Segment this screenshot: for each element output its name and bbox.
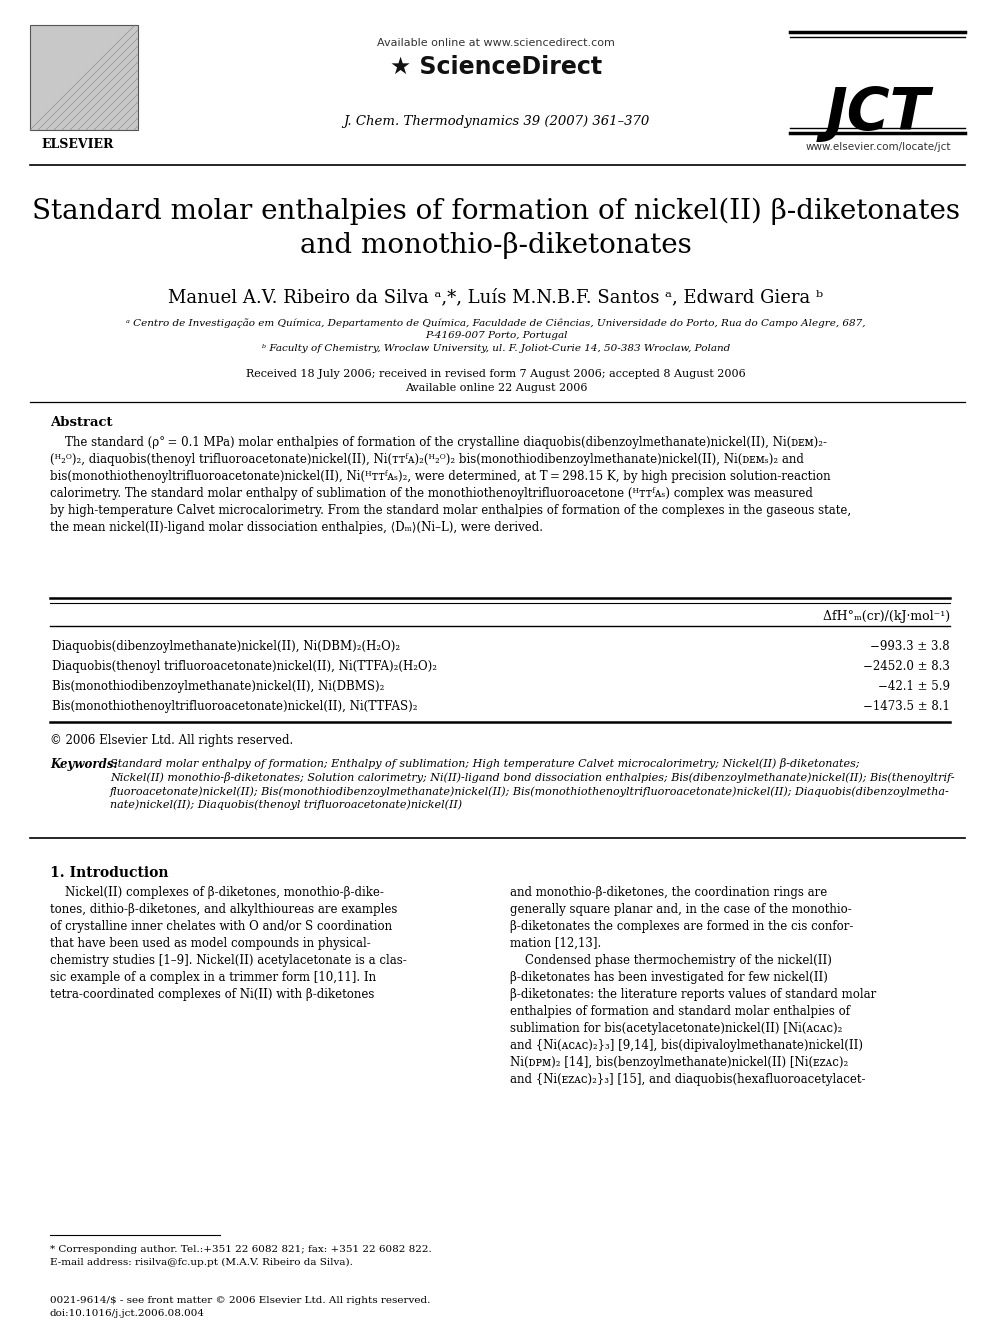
Text: Available online at www.sciencedirect.com: Available online at www.sciencedirect.co… xyxy=(377,38,615,48)
Text: and monothio-β-diketonates: and monothio-β-diketonates xyxy=(301,232,691,259)
Text: The standard (ρ° = 0.1 MPa) molar enthalpies of formation of the crystalline dia: The standard (ρ° = 0.1 MPa) molar enthal… xyxy=(50,437,851,534)
Text: Δ⁣fH°ₘ(cr)/(kJ·mol⁻¹): Δ⁣fH°ₘ(cr)/(kJ·mol⁻¹) xyxy=(823,610,950,623)
Text: Available online 22 August 2006: Available online 22 August 2006 xyxy=(405,382,587,393)
Text: ᵃ Centro de Investigação em Química, Departamento de Química, Faculdade de Ciênc: ᵃ Centro de Investigação em Química, Dep… xyxy=(126,318,866,328)
Text: 1. Introduction: 1. Introduction xyxy=(50,867,169,880)
Text: Diaquobis(dibenzoylmethanate)nickel(II), Ni(DBM)₂(H₂O)₂: Diaquobis(dibenzoylmethanate)nickel(II),… xyxy=(52,640,400,654)
Text: Bis(monothiothenoyltrifluoroacetonate)nickel(II), Ni(TTFAS)₂: Bis(monothiothenoyltrifluoroacetonate)ni… xyxy=(52,700,418,713)
Text: ELSEVIER: ELSEVIER xyxy=(42,138,114,151)
Text: Received 18 July 2006; received in revised form 7 August 2006; accepted 8 August: Received 18 July 2006; received in revis… xyxy=(246,369,746,378)
Text: Nickel(II) complexes of β-diketones, monothio-β-dike-
tones, dithio-β-diketones,: Nickel(II) complexes of β-diketones, mon… xyxy=(50,886,407,1002)
Text: Abstract: Abstract xyxy=(50,415,112,429)
Text: doi:10.1016/j.jct.2006.08.004: doi:10.1016/j.jct.2006.08.004 xyxy=(50,1308,205,1318)
Bar xyxy=(30,25,138,130)
Text: −1473.5 ± 8.1: −1473.5 ± 8.1 xyxy=(863,700,950,713)
Text: © 2006 Elsevier Ltd. All rights reserved.: © 2006 Elsevier Ltd. All rights reserved… xyxy=(50,734,294,747)
Text: −993.3 ± 3.8: −993.3 ± 3.8 xyxy=(870,640,950,654)
Text: ᵇ Faculty of Chemistry, Wroclaw University, ul. F. Joliot-Curie 14, 50-383 Wrocl: ᵇ Faculty of Chemistry, Wroclaw Universi… xyxy=(262,344,730,353)
Text: JCT: JCT xyxy=(825,85,930,142)
Text: and monothio-β-diketones, the coordination rings are
generally square planar and: and monothio-β-diketones, the coordinati… xyxy=(510,886,876,1086)
Text: 0021-9614/$ - see front matter © 2006 Elsevier Ltd. All rights reserved.: 0021-9614/$ - see front matter © 2006 El… xyxy=(50,1297,431,1304)
Text: Keywords:: Keywords: xyxy=(50,758,118,771)
Text: Bis(monothiodibenzoylmethanate)nickel(II), Ni(DBMS)₂: Bis(monothiodibenzoylmethanate)nickel(II… xyxy=(52,680,384,693)
Text: * Corresponding author. Tel.:+351 22 6082 821; fax: +351 22 6082 822.: * Corresponding author. Tel.:+351 22 608… xyxy=(50,1245,432,1254)
Text: Diaquobis(thenoyl trifluoroacetonate)nickel(II), Ni(TTFA)₂(H₂O)₂: Diaquobis(thenoyl trifluoroacetonate)nic… xyxy=(52,660,437,673)
Text: Manuel A.V. Ribeiro da Silva ᵃ,*, Luís M.N.B.F. Santos ᵃ, Edward Giera ᵇ: Manuel A.V. Ribeiro da Silva ᵃ,*, Luís M… xyxy=(169,288,823,306)
Text: −42.1 ± 5.9: −42.1 ± 5.9 xyxy=(878,680,950,693)
Text: ★ ScienceDirect: ★ ScienceDirect xyxy=(390,56,602,79)
Text: E-mail address: risilva@fc.up.pt (M.A.V. Ribeiro da Silva).: E-mail address: risilva@fc.up.pt (M.A.V.… xyxy=(50,1258,353,1267)
Text: P-4169-007 Porto, Portugal: P-4169-007 Porto, Portugal xyxy=(425,331,567,340)
Text: Standard molar enthalpies of formation of nickel(II) β-diketonates: Standard molar enthalpies of formation o… xyxy=(32,198,960,225)
Text: www.elsevier.com/locate/jct: www.elsevier.com/locate/jct xyxy=(806,142,950,152)
Text: J. Chem. Thermodynamics 39 (2007) 361–370: J. Chem. Thermodynamics 39 (2007) 361–37… xyxy=(343,115,649,128)
Text: −2452.0 ± 8.3: −2452.0 ± 8.3 xyxy=(863,660,950,673)
Text: Standard molar enthalpy of formation; Enthalpy of sublimation; High temperature : Standard molar enthalpy of formation; En… xyxy=(110,758,954,810)
